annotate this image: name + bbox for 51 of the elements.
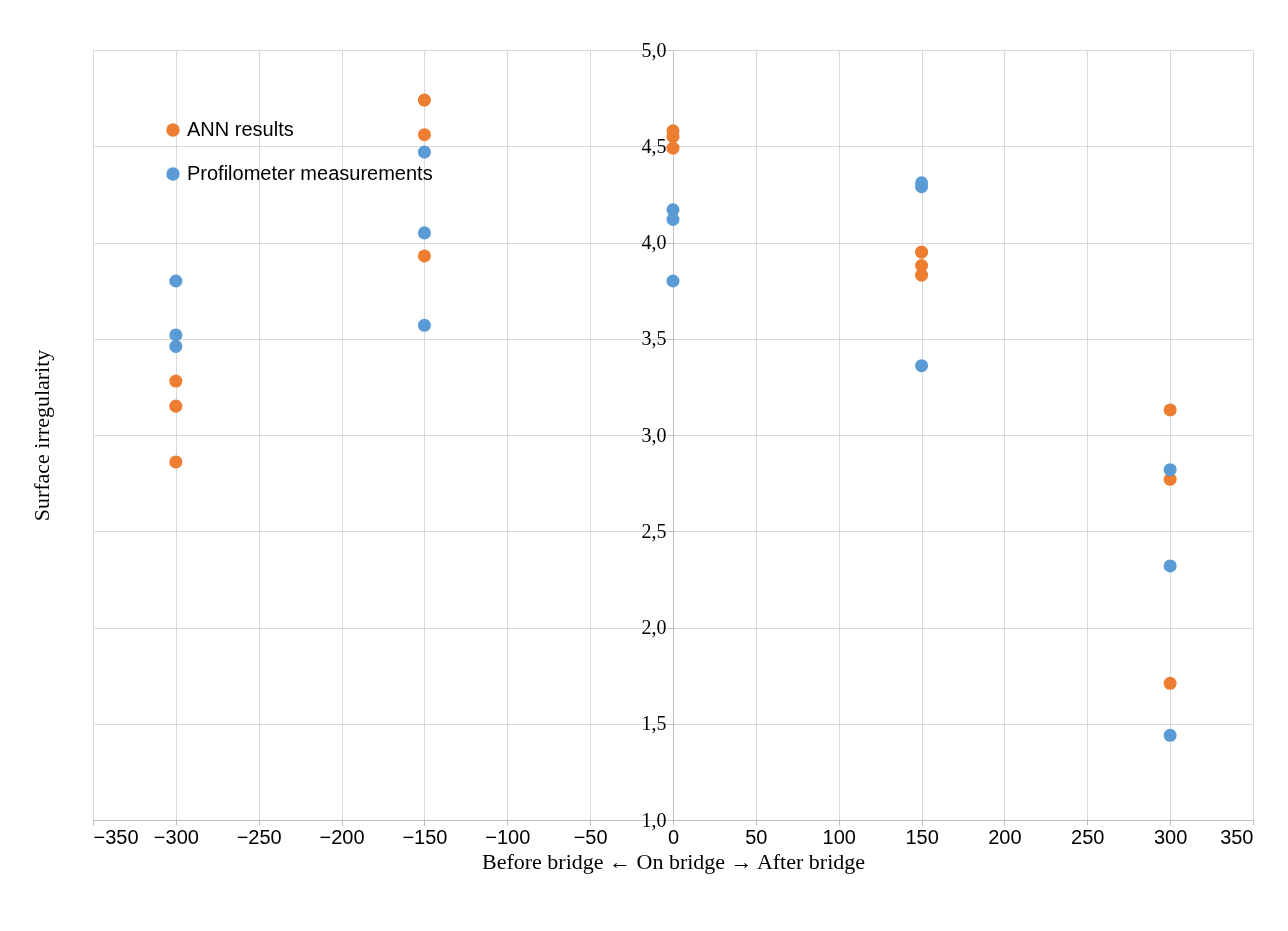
point xyxy=(169,339,183,353)
y-tick-label: 4,5 xyxy=(641,134,667,157)
x-tick-label: −350 xyxy=(93,825,139,848)
y-tick-label: 1,0 xyxy=(641,808,667,831)
y-tick-label: 1,5 xyxy=(641,712,667,735)
x-tick-label: 0 xyxy=(667,825,680,848)
x-tick-label: 300 xyxy=(1153,825,1188,848)
x-tick-label: 100 xyxy=(822,825,856,848)
x-tick-label: −50 xyxy=(573,825,608,848)
x-tick-label: −250 xyxy=(236,825,282,848)
point xyxy=(169,455,183,469)
x-tick-label: −100 xyxy=(485,825,531,848)
x-tick-label: 150 xyxy=(905,825,939,848)
x-tick-label: −200 xyxy=(319,825,365,848)
x-tick-label: 50 xyxy=(745,825,768,848)
point xyxy=(169,328,183,342)
x-tick-label: 250 xyxy=(1071,825,1105,848)
legend-label: Profilometer measurements xyxy=(187,162,433,184)
y-tick-label: 3,0 xyxy=(641,423,667,446)
point xyxy=(915,268,929,282)
point xyxy=(169,274,183,288)
point xyxy=(1163,728,1177,742)
x-tick-label: 200 xyxy=(988,825,1022,848)
legend-label: ANN results xyxy=(187,118,294,140)
point xyxy=(417,128,431,142)
point xyxy=(915,245,929,259)
point xyxy=(1163,559,1177,573)
point xyxy=(417,318,431,332)
x-axis-title: Before bridge ← On bridge → After bridge xyxy=(481,848,866,874)
point xyxy=(417,145,431,159)
point xyxy=(417,226,431,240)
point xyxy=(417,93,431,107)
point xyxy=(169,374,183,388)
y-tick-label: 5,0 xyxy=(641,38,667,61)
point xyxy=(169,399,183,413)
y-tick-label: 2,0 xyxy=(641,616,667,638)
point xyxy=(1163,463,1177,477)
x-tick-label: −300 xyxy=(153,825,199,848)
y-tick-label: 4,0 xyxy=(641,231,667,253)
point xyxy=(915,359,929,373)
point xyxy=(417,249,431,263)
point xyxy=(666,212,680,226)
point xyxy=(666,141,680,155)
y-tick-label: 3,5 xyxy=(641,327,667,350)
y-tick-label: 2,5 xyxy=(641,519,667,542)
x-tick-label: 350 xyxy=(1220,825,1254,848)
y-axis-title: Surface irregularity xyxy=(28,349,54,522)
point xyxy=(666,274,680,288)
point xyxy=(1163,676,1177,690)
x-tick-label: −150 xyxy=(402,825,448,848)
point xyxy=(1163,403,1177,417)
